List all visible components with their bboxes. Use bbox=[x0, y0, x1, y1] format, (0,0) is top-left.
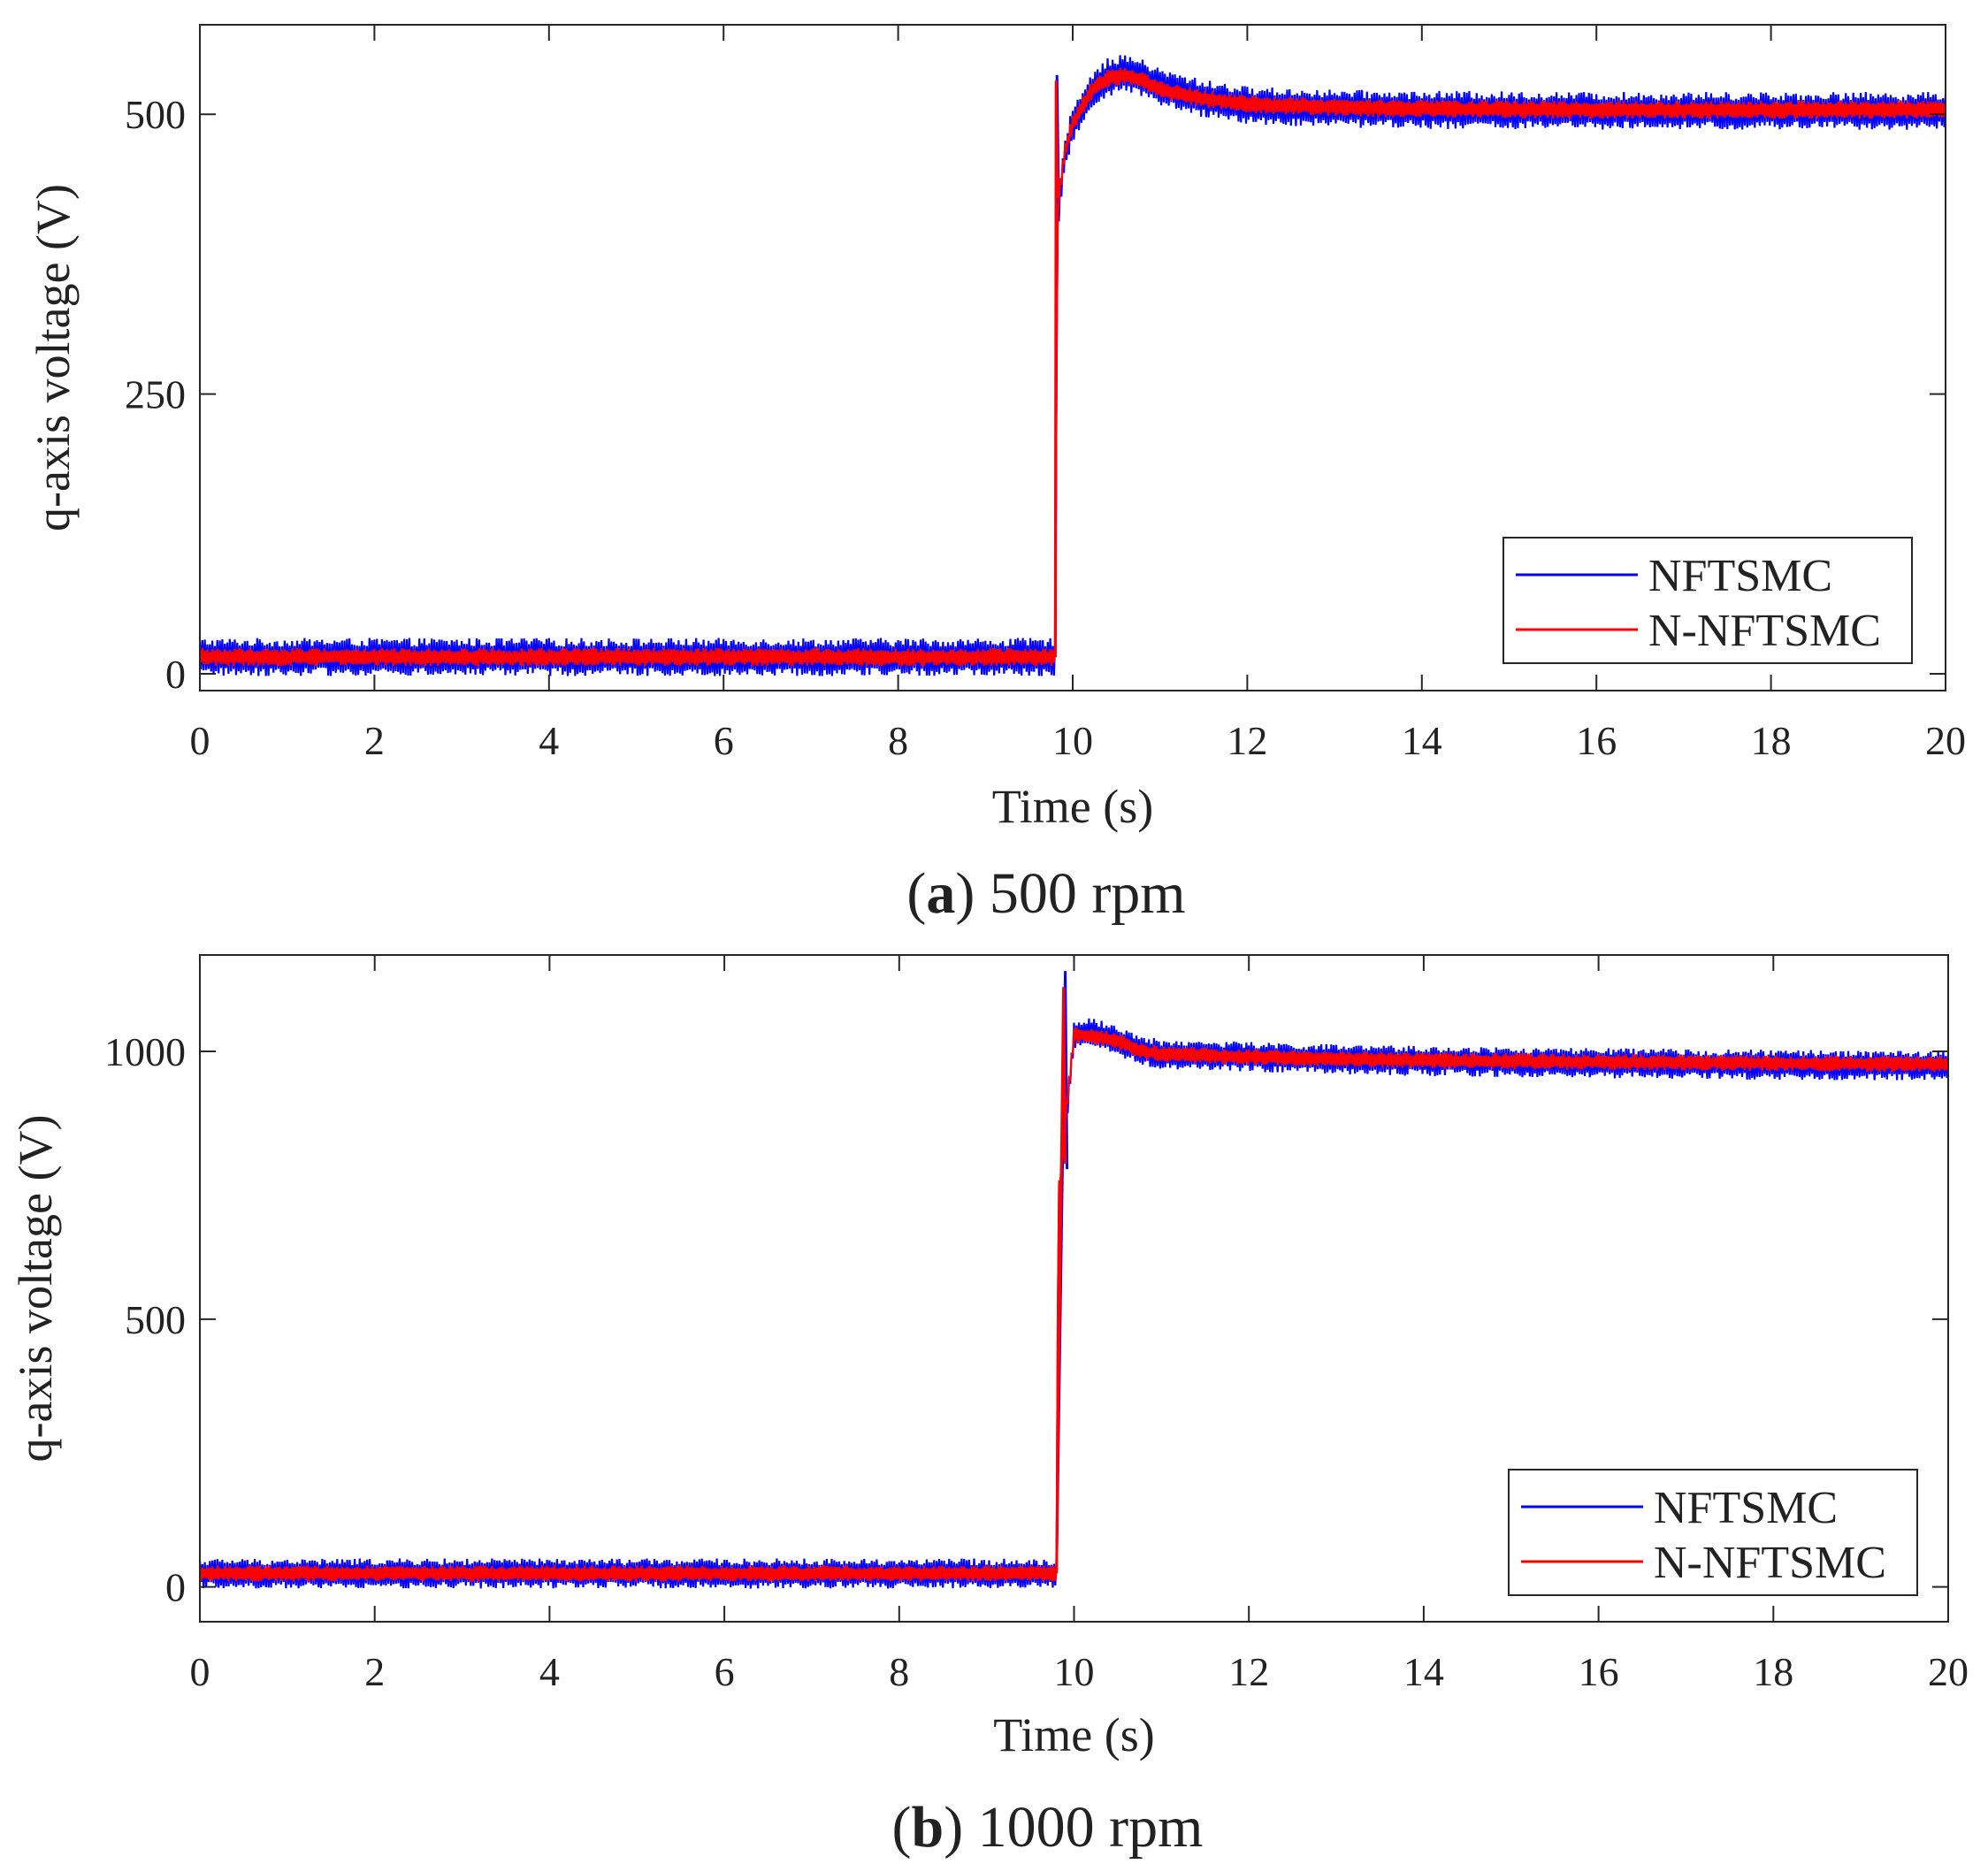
chart-panel-b: 0 2 4 6 8 10 12 14 16 18 20 0 500 1000 Time (s) q-axis … bbox=[9, 954, 1969, 1860]
x-tick-label: 12 bbox=[1227, 718, 1267, 763]
x-tick-label: 6 bbox=[714, 718, 734, 763]
x-axis-title: Time (s) bbox=[992, 780, 1154, 833]
x-tick-label: 0 bbox=[190, 718, 210, 763]
y-axis-title: q-axis voltage (V) bbox=[9, 1115, 62, 1463]
y-tick-label: 0 bbox=[165, 1565, 186, 1610]
y-tick-label: 1000 bbox=[104, 1029, 186, 1074]
chart-panel-a: 0 2 4 6 8 10 12 14 16 18 20 0 250 500 Time (s) q-axis v… bbox=[27, 24, 1966, 926]
x-tick-label: 2 bbox=[364, 718, 385, 763]
plot-area bbox=[200, 971, 1948, 1589]
x-axis-title: Time (s) bbox=[993, 1708, 1155, 1761]
caption-letter: b bbox=[911, 1795, 944, 1860]
x-tick-label: 4 bbox=[539, 1649, 560, 1694]
x-tick-label: 2 bbox=[364, 1649, 385, 1694]
x-tick-label: 8 bbox=[889, 1649, 909, 1694]
plot-area bbox=[200, 55, 1946, 676]
x-tick-label: 6 bbox=[715, 1649, 735, 1694]
x-tick-label: 16 bbox=[1579, 1649, 1619, 1694]
legend-label: N-NFTSMC bbox=[1648, 606, 1881, 656]
series-line-n-nftsmc bbox=[200, 67, 1946, 667]
x-tick-label: 14 bbox=[1402, 718, 1442, 763]
x-tick-label: 10 bbox=[1054, 1649, 1095, 1694]
caption-text: 1000 rpm bbox=[978, 1795, 1204, 1860]
x-tick-label: 12 bbox=[1228, 1649, 1269, 1694]
y-axis-title: q-axis voltage (V) bbox=[27, 184, 80, 531]
x-tick-label: 10 bbox=[1052, 718, 1093, 763]
panel-caption: (b) 1000 rpm bbox=[891, 1795, 1203, 1860]
series-spike-n-nftsmc bbox=[1053, 80, 1059, 658]
legend-box bbox=[1508, 1469, 1918, 1596]
legend-box bbox=[1502, 537, 1913, 664]
panel-caption: (a) 500 rpm bbox=[906, 861, 1185, 926]
x-tick-label: 18 bbox=[1753, 1649, 1793, 1694]
x-tick-label: 18 bbox=[1751, 718, 1792, 763]
series-spike-n-nftsmc bbox=[1055, 987, 1067, 1574]
caption-text: 500 rpm bbox=[990, 861, 1186, 926]
x-tick-label: 14 bbox=[1403, 1649, 1444, 1694]
caption-letter: a bbox=[926, 861, 955, 926]
x-tick-label: 20 bbox=[1925, 718, 1966, 763]
x-tick-label: 0 bbox=[190, 1649, 210, 1694]
y-tick-label: 500 bbox=[125, 1297, 186, 1342]
y-tick-label: 0 bbox=[165, 652, 186, 697]
x-tick-label: 4 bbox=[539, 718, 559, 763]
y-tick-label: 250 bbox=[125, 372, 186, 417]
legend-label: NFTSMC bbox=[1654, 1483, 1838, 1533]
y-tick-label: 500 bbox=[125, 92, 186, 137]
x-tick-label: 20 bbox=[1928, 1649, 1969, 1694]
x-tick-label: 8 bbox=[888, 718, 908, 763]
series-line-n-nftsmc bbox=[200, 1027, 1948, 1582]
legend-label: N-NFTSMC bbox=[1654, 1538, 1886, 1588]
x-tick-label: 16 bbox=[1576, 718, 1617, 763]
legend-label: NFTSMC bbox=[1648, 551, 1832, 601]
